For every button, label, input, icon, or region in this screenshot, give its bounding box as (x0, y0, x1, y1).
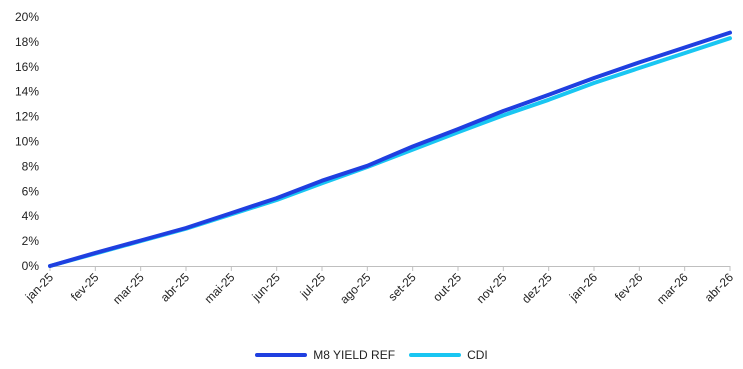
y-tick-label: 2% (22, 234, 40, 248)
series-line-m8-yield-ref (48, 30, 732, 268)
line-chart: 0% 2% 4% 6% 8% 10% 12% 14% 16% 18% 20% jan-25 fev-2… (15, 10, 736, 307)
x-tick-label: abr-26 (702, 270, 737, 305)
x-tick-label: abr-25 (158, 270, 193, 305)
x-tick-label: mar-25 (110, 270, 147, 307)
legend-item-cdi: CDI (409, 348, 488, 362)
y-tick-label: 4% (22, 209, 40, 223)
legend-swatch-cdi (409, 353, 462, 357)
y-tick-label: 20% (15, 10, 39, 24)
series-line-cdi (48, 36, 732, 268)
x-tick-label: fev-25 (68, 270, 102, 304)
y-tick-label: 14% (15, 85, 39, 99)
y-tick-label: 12% (15, 110, 39, 124)
y-tick-label: 10% (15, 135, 39, 149)
x-tick-label: ago-25 (337, 270, 374, 307)
legend-label-cdi: CDI (467, 348, 488, 362)
x-tick-label: jun-25 (249, 270, 283, 304)
x-tick-label: nov-25 (474, 270, 510, 306)
legend-swatch-m8-yield-ref (255, 353, 308, 357)
x-tick-label: jan-26 (566, 270, 600, 304)
x-tick-label: jul-25 (297, 270, 329, 302)
x-tick-label: out-25 (430, 270, 464, 304)
y-tick-label: 0% (22, 259, 40, 273)
y-tick-label: 8% (22, 159, 40, 173)
legend-item-m8-yield-ref: M8 YIELD REF (255, 348, 395, 362)
x-axis: jan-25 fev-25 mar-25 abr-25 mai-25 jun-25 jul-… (22, 270, 736, 307)
legend-label-m8-yield-ref: M8 YIELD REF (313, 348, 396, 362)
x-tick-label: fev-26 (612, 270, 646, 304)
x-tick-label: mar-26 (654, 270, 691, 307)
x-tick-label: dez-25 (519, 270, 555, 306)
y-axis: 0% 2% 4% 6% 8% 10% 12% 14% 16% 18% 20% (15, 10, 39, 273)
x-tick-label: set-25 (385, 270, 419, 304)
x-tick-label: jan-25 (22, 270, 56, 304)
x-tick-label: mai-25 (202, 270, 238, 306)
y-tick-label: 6% (22, 184, 40, 198)
series-lines (48, 30, 732, 268)
y-tick-label: 16% (15, 60, 39, 74)
legend: M8 YIELD REF CDI (0, 347, 743, 363)
x-axis-ticks (49, 266, 731, 271)
y-tick-label: 18% (15, 35, 39, 49)
